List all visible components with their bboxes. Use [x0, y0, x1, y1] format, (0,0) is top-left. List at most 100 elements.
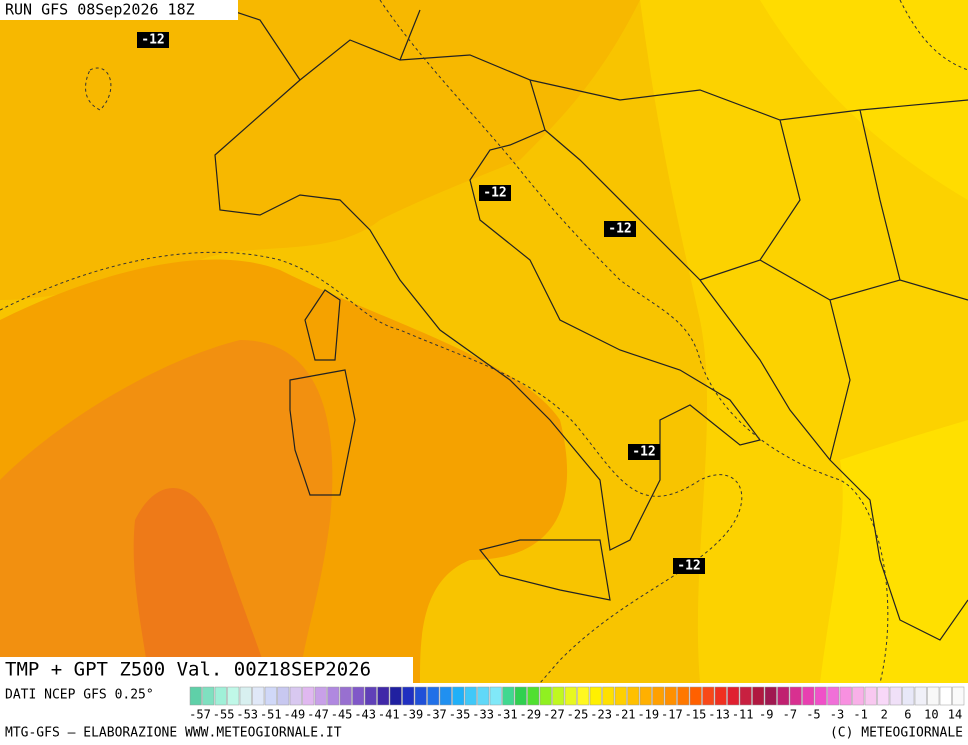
colorbar-label: 14: [948, 708, 962, 722]
colorbar-swatch: [727, 686, 740, 706]
balkan-coastline: [544, 129, 968, 641]
footer-left: MTG-GFS — ELABORAZIONE WWW.METEOGIORNALE…: [5, 726, 342, 741]
contour-label: -12: [632, 445, 655, 460]
colorbar-label: -11: [732, 708, 754, 722]
contour-line: [85, 0, 968, 111]
colorbar-swatch: [539, 686, 552, 706]
colorbar-swatch: [777, 686, 790, 706]
colorbar-label: -39: [402, 708, 424, 722]
colorbar-label: -23: [590, 708, 612, 722]
colorbar-swatch: [702, 686, 715, 706]
colorbar-swatch: [852, 686, 865, 706]
colorbar-swatch: [939, 686, 952, 706]
colorbar-swatch: [639, 686, 652, 706]
colorbar-swatch: [214, 686, 227, 706]
italy-coastline: [214, 39, 762, 551]
colorbar-label: -19: [637, 708, 659, 722]
colorbar-label: -55: [213, 708, 235, 722]
run-box: [0, 0, 238, 20]
map: [0, 0, 968, 684]
colorbar-swatch: [839, 686, 852, 706]
colorbar-label: -7: [783, 708, 797, 722]
colorbar-label: -31: [496, 708, 518, 722]
contour-label-box: [628, 444, 660, 460]
colorbar-label: -29: [519, 708, 541, 722]
colorbar-label: -53: [236, 708, 258, 722]
colorbar-swatch: [377, 686, 390, 706]
footer-right: (C) METEOGIORNALE: [830, 726, 963, 741]
colorbar-label: -17: [661, 708, 683, 722]
contour-label: -12: [141, 33, 164, 48]
contour-label: -12: [483, 186, 506, 201]
border: [199, 0, 968, 461]
colorbar-swatch: [577, 686, 590, 706]
colorbar-label: -47: [307, 708, 329, 722]
colorbar-swatch: [952, 686, 965, 706]
colorbar-label: -25: [567, 708, 589, 722]
contour-label-box: [673, 558, 705, 574]
colorbar-swatch: [477, 686, 490, 706]
contour-line: [0, 251, 743, 684]
colorbar-label: -41: [378, 708, 400, 722]
colorbar-swatch: [452, 686, 465, 706]
contour-label: -12: [677, 559, 700, 574]
colorbar-swatch: [202, 686, 215, 706]
field-area: [820, 420, 968, 683]
colorbar-label: 2: [881, 708, 888, 722]
colorbar-swatch: [689, 686, 702, 706]
colorbar-swatch: [552, 686, 565, 706]
colorbar-swatch: [352, 686, 365, 706]
colorbar-label: 6: [904, 708, 911, 722]
field-area: [760, 0, 968, 200]
colorbar-swatch: [252, 686, 265, 706]
colorbar-swatch: [339, 686, 352, 706]
colorbar-label: -9: [759, 708, 773, 722]
colorbar-swatch: [514, 686, 527, 706]
colorbar-label: -45: [331, 708, 353, 722]
colorbar-swatch: [714, 686, 727, 706]
colorbar-swatch: [739, 686, 752, 706]
colorbar-label: -21: [614, 708, 636, 722]
colorbar-swatch: [314, 686, 327, 706]
field-area: [133, 487, 270, 683]
colorbar-swatch: [677, 686, 690, 706]
colorbar-swatch: [814, 686, 827, 706]
colorbar-swatch: [489, 686, 502, 706]
contour-label-box: [137, 32, 169, 48]
colorbar-swatch: [927, 686, 940, 706]
colorbar-label: -15: [685, 708, 707, 722]
contour-label-box: [479, 185, 511, 201]
colorbar-label: -3: [830, 708, 844, 722]
colorbar-swatch: [664, 686, 677, 706]
colorbar-label: -27: [543, 708, 565, 722]
contour-label-box: [604, 221, 636, 237]
contour-label: -12: [608, 222, 631, 237]
colorbar-swatch: [652, 686, 665, 706]
colorbar-swatch: [502, 686, 515, 706]
colorbar-swatch: [427, 686, 440, 706]
colorbar-swatch: [327, 686, 340, 706]
colorbar-swatch: [902, 686, 915, 706]
colorbar-label: -51: [260, 708, 282, 722]
corsica-coastline: [304, 289, 341, 361]
colorbar: -57 -55 -53 -51 -49 -47 -45 -43 -41 -39 -37 -35 -33-…: [189, 686, 965, 722]
sicily-coastline: [478, 539, 611, 601]
colorbar-swatch: [827, 686, 840, 706]
colorbar-swatch: [789, 686, 802, 706]
colorbar-swatch: [752, 686, 765, 706]
title-box: [0, 657, 413, 684]
source-label: DATI NCEP GFS 0.25°: [5, 688, 154, 703]
colorbar-swatch: [877, 686, 890, 706]
colorbar-swatch: [414, 686, 427, 706]
colorbar-swatch: [527, 686, 540, 706]
colorbar-swatch: [602, 686, 615, 706]
colorbar-label: -37: [425, 708, 447, 722]
colorbar-swatch: [864, 686, 877, 706]
colorbar-swatch: [239, 686, 252, 706]
colorbar-label: -13: [708, 708, 730, 722]
colorbar-label: 10: [924, 708, 938, 722]
run-label: RUN GFS 08Sep2026 18Z: [5, 1, 195, 19]
field-area: [0, 0, 640, 300]
contour-line: [379, 0, 889, 684]
